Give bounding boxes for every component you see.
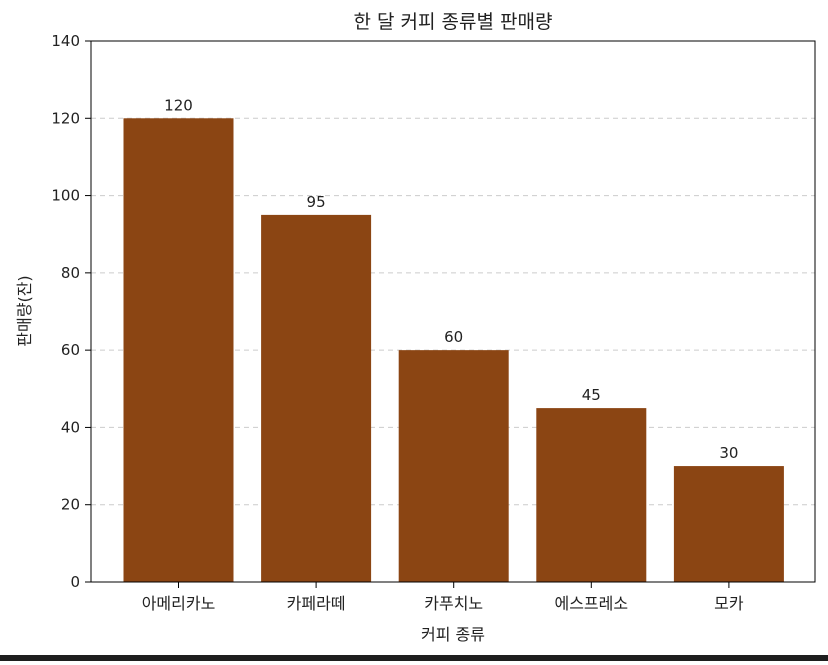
y-axis-label: 판매량(잔) bbox=[15, 275, 34, 346]
x-tick-label: 카페라떼 bbox=[287, 594, 346, 613]
bar-2 bbox=[261, 214, 372, 582]
y-tick-label: 100 bbox=[51, 187, 80, 205]
bar-5 bbox=[673, 466, 784, 582]
chart-title: 한 달 커피 종류별 판매량 bbox=[354, 11, 553, 33]
data-labels: 120 95 60 45 30 bbox=[164, 96, 738, 462]
x-tick-label: 모카 bbox=[714, 594, 744, 613]
y-tick-label: 40 bbox=[61, 418, 80, 436]
x-tick-label: 에스프레소 bbox=[554, 594, 628, 613]
y-tick-label: 20 bbox=[61, 496, 80, 514]
bars bbox=[123, 118, 784, 583]
bar-4 bbox=[536, 408, 647, 582]
bar-1 bbox=[123, 118, 234, 583]
data-label: 95 bbox=[307, 193, 326, 211]
x-axis-label: 커피 종류 bbox=[421, 625, 485, 644]
bar-3 bbox=[398, 350, 509, 582]
data-label: 30 bbox=[719, 444, 738, 462]
x-tick-label: 카푸치노 bbox=[424, 594, 483, 613]
plot-frame bbox=[90, 40, 816, 583]
x-axis-ticks: 아메리카노 카페라떼 카푸치노 에스프레소 모카 bbox=[142, 582, 744, 613]
data-label: 120 bbox=[164, 96, 193, 114]
x-tick-label: 아메리카노 bbox=[142, 594, 216, 613]
y-tick-label: 60 bbox=[61, 341, 80, 359]
y-tick-label: 80 bbox=[61, 264, 80, 282]
y-tick-label: 120 bbox=[51, 109, 80, 127]
window-bottom-edge bbox=[0, 655, 828, 661]
data-label: 60 bbox=[444, 328, 463, 346]
y-tick-label: 140 bbox=[51, 32, 80, 50]
y-axis-ticks: 0 20 40 60 80 100 120 140 bbox=[51, 32, 91, 591]
data-label: 45 bbox=[582, 386, 601, 404]
y-tick-label: 0 bbox=[70, 573, 80, 591]
